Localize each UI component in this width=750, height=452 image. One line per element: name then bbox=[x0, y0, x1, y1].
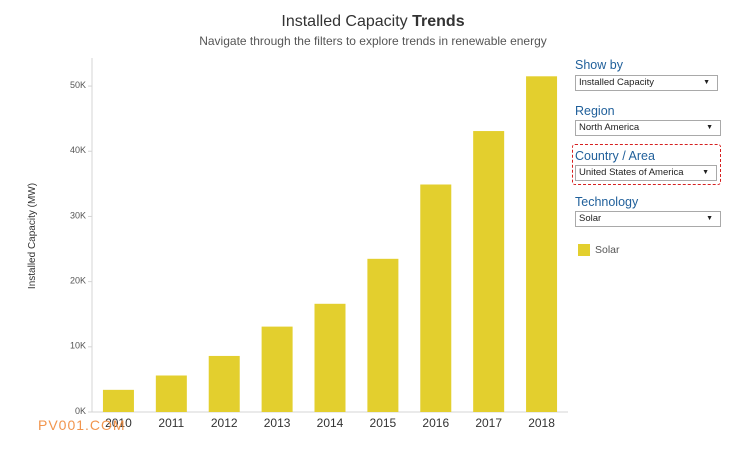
bar-2012 bbox=[208, 355, 240, 412]
bar-2016 bbox=[420, 184, 452, 412]
y-tick-label: 40K bbox=[70, 145, 86, 155]
country-dropdown[interactable]: United States of America ▼ bbox=[575, 165, 717, 181]
caret-down-icon: ▼ bbox=[706, 215, 713, 222]
show-by-dropdown[interactable]: Installed Capacity ▼ bbox=[575, 75, 718, 91]
caret-down-icon: ▼ bbox=[702, 169, 709, 176]
technology-label: Technology bbox=[575, 195, 639, 209]
show-by-label: Show by bbox=[575, 58, 623, 72]
chart-title-regular: Installed Capacity bbox=[281, 13, 413, 30]
x-tick-label: 2010 bbox=[105, 416, 132, 430]
y-tick-label: 10K bbox=[70, 341, 86, 351]
caret-down-icon: ▼ bbox=[706, 124, 713, 131]
x-tick-label: 2013 bbox=[264, 416, 291, 430]
bar-2017 bbox=[473, 131, 505, 412]
x-tick-label: 2017 bbox=[475, 416, 502, 430]
chart-title-bold: Trends bbox=[412, 13, 465, 30]
bar-2010 bbox=[102, 389, 134, 412]
region-value: North America bbox=[579, 122, 640, 133]
legend-swatch bbox=[578, 244, 590, 256]
bar-2014 bbox=[314, 303, 346, 412]
x-tick-label: 2012 bbox=[211, 416, 238, 430]
country-highlight-box bbox=[572, 144, 721, 185]
y-tick-label: 50K bbox=[70, 80, 86, 90]
y-axis-title: Installed Capacity (MW) bbox=[27, 183, 38, 289]
y-tick-label: 20K bbox=[70, 276, 86, 286]
technology-value: Solar bbox=[579, 213, 602, 224]
chart-title: Installed Capacity Trends bbox=[0, 12, 746, 32]
y-tick-label: 0K bbox=[75, 406, 86, 416]
x-tick-label: 2016 bbox=[422, 416, 449, 430]
legend-label: Solar bbox=[595, 244, 620, 256]
chart-subtitle: Navigate through the filters to explore … bbox=[199, 34, 547, 48]
y-tick-label: 30K bbox=[70, 210, 86, 220]
watermark: PV001.COM bbox=[38, 417, 126, 433]
country-label: Country / Area bbox=[575, 149, 655, 163]
bar-2013 bbox=[261, 326, 293, 412]
country-value: United States of America bbox=[579, 167, 684, 178]
caret-down-icon: ▼ bbox=[703, 79, 710, 86]
x-tick-label: 2011 bbox=[158, 416, 184, 430]
technology-dropdown[interactable]: Solar ▼ bbox=[575, 211, 721, 227]
bar-2018 bbox=[526, 76, 558, 412]
bar-2015 bbox=[367, 258, 399, 412]
bar-2011 bbox=[155, 375, 187, 412]
x-tick-label: 2018 bbox=[528, 416, 555, 430]
region-label: Region bbox=[575, 104, 615, 118]
x-tick-label: 2014 bbox=[317, 416, 344, 430]
region-dropdown[interactable]: North America ▼ bbox=[575, 120, 721, 136]
x-tick-label: 2015 bbox=[370, 416, 397, 430]
show-by-value: Installed Capacity bbox=[579, 77, 654, 88]
